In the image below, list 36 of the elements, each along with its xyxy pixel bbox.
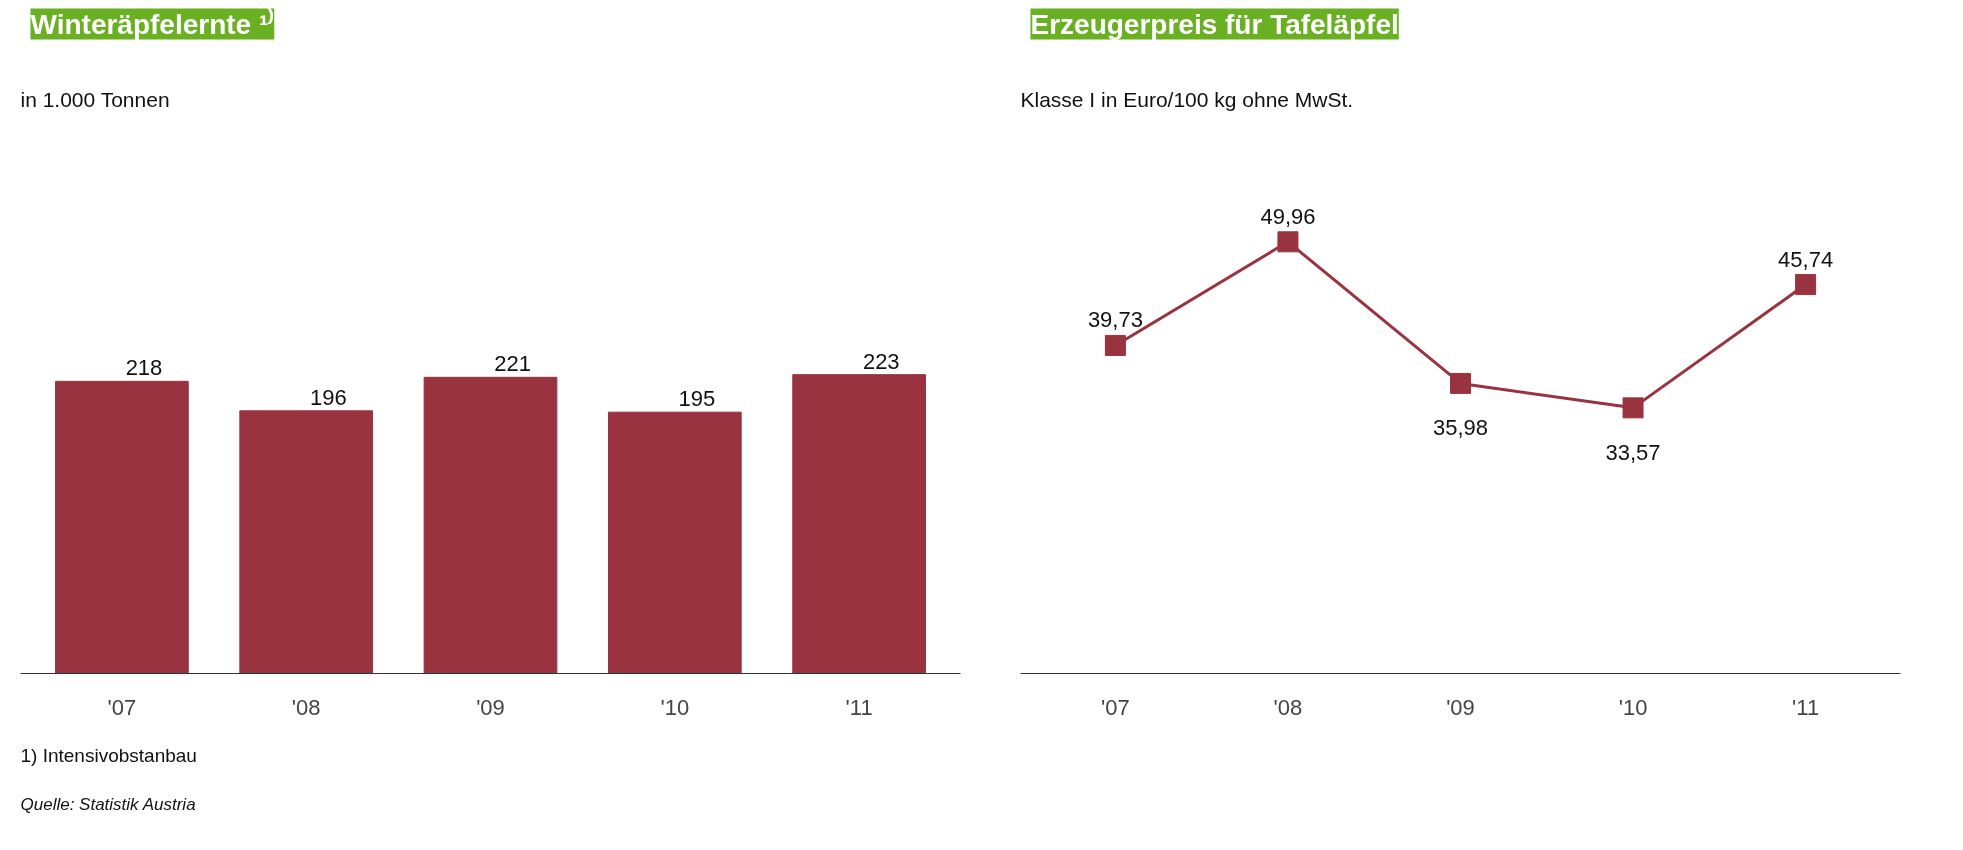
x-tick-label: '10 [1618, 694, 1648, 720]
bar [607, 411, 742, 674]
text: 1) Intensivobstanbau [20, 744, 197, 766]
x-tick-label: '11 [845, 694, 873, 720]
data-label: 35,98 [1432, 415, 1489, 441]
data-label: 45,74 [1778, 246, 1834, 272]
x-tick-label: '08 [1273, 694, 1303, 720]
x-tick-label: '07 [1101, 694, 1130, 720]
chart-subtitle: Klasse I in Euro/100 kg ohne MwSt. [1020, 87, 1354, 111]
point [1795, 274, 1817, 296]
chart-title: Erzeugerpreis für Tafeläpfel [1030, 8, 1399, 40]
point [1277, 231, 1299, 253]
bar [239, 410, 374, 674]
data-label: 49,96 [1260, 203, 1316, 229]
point [1450, 372, 1471, 394]
x-tick-label: '07 [107, 694, 137, 720]
data-label: 223 [862, 348, 900, 374]
data-label: 218 [125, 355, 163, 381]
data-label: 221 [494, 351, 531, 377]
data-label: 196 [309, 384, 347, 410]
bar [792, 374, 926, 674]
x-tick-label: '09 [476, 694, 505, 720]
x-tick-label: '09 [1446, 694, 1475, 720]
bar [55, 380, 189, 674]
x-tick-label: '11 [1792, 694, 1820, 720]
chart-subtitle: in 1.000 Tonnen [20, 87, 170, 111]
x-tick-label: '10 [660, 694, 690, 720]
data-label: 33,57 [1605, 439, 1661, 465]
bar [423, 376, 558, 674]
point [1622, 397, 1644, 419]
data-label: 39,73 [1087, 307, 1143, 333]
x-tick-label: '08 [291, 694, 321, 720]
point [1104, 334, 1126, 356]
chart-title: Winteräpfelernte ¹⁾ [30, 7, 275, 40]
data-label: 195 [678, 386, 716, 412]
source-note: Quelle: Statistik Austria [20, 794, 196, 814]
